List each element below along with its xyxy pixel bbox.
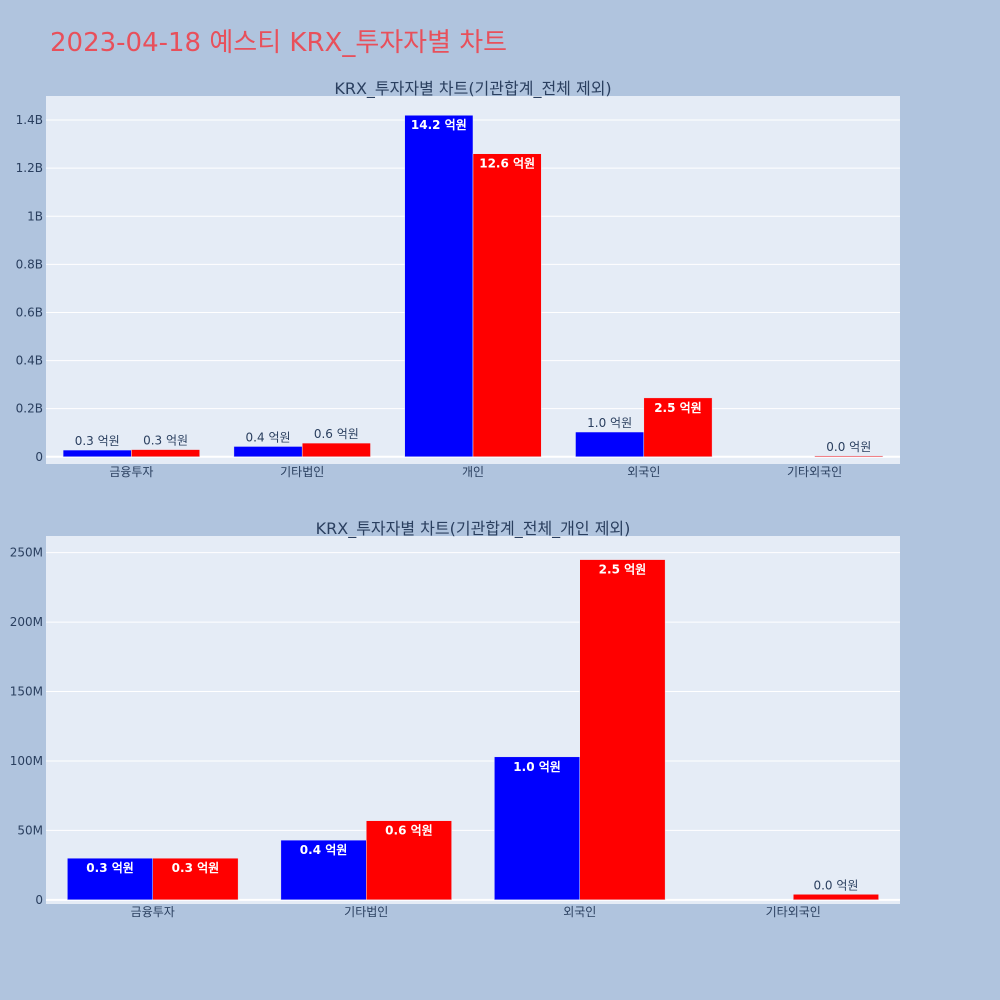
bar: [494, 756, 581, 901]
chart-title: KRX_투자자별 차트(기관합계_전체_개인 제외): [316, 519, 631, 539]
y-tick-label: 250M: [10, 546, 43, 560]
x-tick-label: 기타법인: [280, 465, 324, 479]
y-tick-label: 50M: [17, 823, 43, 837]
data-label: 0.4 억원: [300, 843, 348, 857]
y-tick-label: 0: [35, 450, 43, 464]
data-label: 0.4 억원: [246, 430, 291, 444]
top-bar-chart: KRX_투자자별 차트(기관합계_전체 제외) 0 0.2B 0.4B 0.6B 0.8B…: [16, 79, 900, 479]
bar: [366, 820, 452, 901]
data-label: 2.5 억원: [599, 563, 647, 577]
bar: [152, 857, 239, 901]
page-title: 2023-04-18 예스티 KRX_투자자별 차트: [50, 28, 508, 58]
bar: [575, 431, 645, 458]
x-tick-label: 외국인: [627, 465, 660, 479]
data-label: 2.5 억원: [654, 401, 702, 415]
bar: [472, 153, 542, 458]
x-tick-label: 기타법인: [344, 905, 388, 919]
bar: [579, 559, 666, 901]
data-label: 0.3 억원: [172, 861, 220, 875]
bar: [793, 894, 879, 901]
data-label: 14.2 억원: [411, 118, 467, 132]
data-label: 0.6 억원: [314, 427, 359, 441]
bar: [67, 857, 153, 901]
data-label: 0.3 억원: [143, 434, 188, 448]
x-tick-label: 기타외국인: [787, 465, 842, 479]
data-label: 1.0 억원: [513, 760, 561, 774]
y-tick-label: 0: [35, 893, 43, 907]
y-tick-label: 150M: [10, 685, 43, 699]
x-tick-label: 외국인: [563, 905, 596, 919]
bottom-bar-chart: KRX_투자자별 차트(기관합계_전체_개인 제외) 0 50M 100M 150M 20…: [10, 519, 900, 919]
y-tick-label: 200M: [10, 615, 43, 629]
y-tick-label: 1.4B: [16, 113, 43, 127]
data-label: 0.6 억원: [385, 824, 433, 838]
bar: [131, 449, 200, 458]
bar: [404, 114, 474, 458]
data-label: 0.0 억원: [813, 878, 858, 892]
bar: [814, 455, 884, 458]
y-tick-label: 1.2B: [16, 161, 43, 175]
x-tick-label: 기타외국인: [766, 905, 821, 919]
data-label: 0.0 억원: [826, 440, 871, 454]
x-tick-label: 개인: [462, 465, 484, 479]
y-tick-label: 0.8B: [16, 257, 43, 271]
bar: [62, 449, 132, 458]
plot-area: [46, 536, 900, 904]
y-tick-label: 100M: [10, 754, 43, 768]
y-tick-label: 0.6B: [16, 305, 43, 319]
bar: [233, 446, 303, 458]
data-label: 1.0 억원: [587, 416, 632, 430]
data-label: 12.6 억원: [479, 157, 535, 171]
y-tick-label: 1B: [27, 209, 43, 223]
data-label: 0.3 억원: [75, 434, 120, 448]
y-tick-label: 0.4B: [16, 354, 43, 368]
bar: [301, 442, 371, 458]
chart-title: KRX_투자자별 차트(기관합계_전체 제외): [334, 79, 611, 99]
bar: [643, 397, 713, 458]
bar: [280, 839, 367, 901]
x-tick-label: 금융투자: [109, 465, 153, 479]
y-tick-label: 0.2B: [16, 402, 43, 416]
x-tick-label: 금융투자: [131, 905, 175, 919]
data-label: 0.3 억원: [86, 861, 134, 875]
